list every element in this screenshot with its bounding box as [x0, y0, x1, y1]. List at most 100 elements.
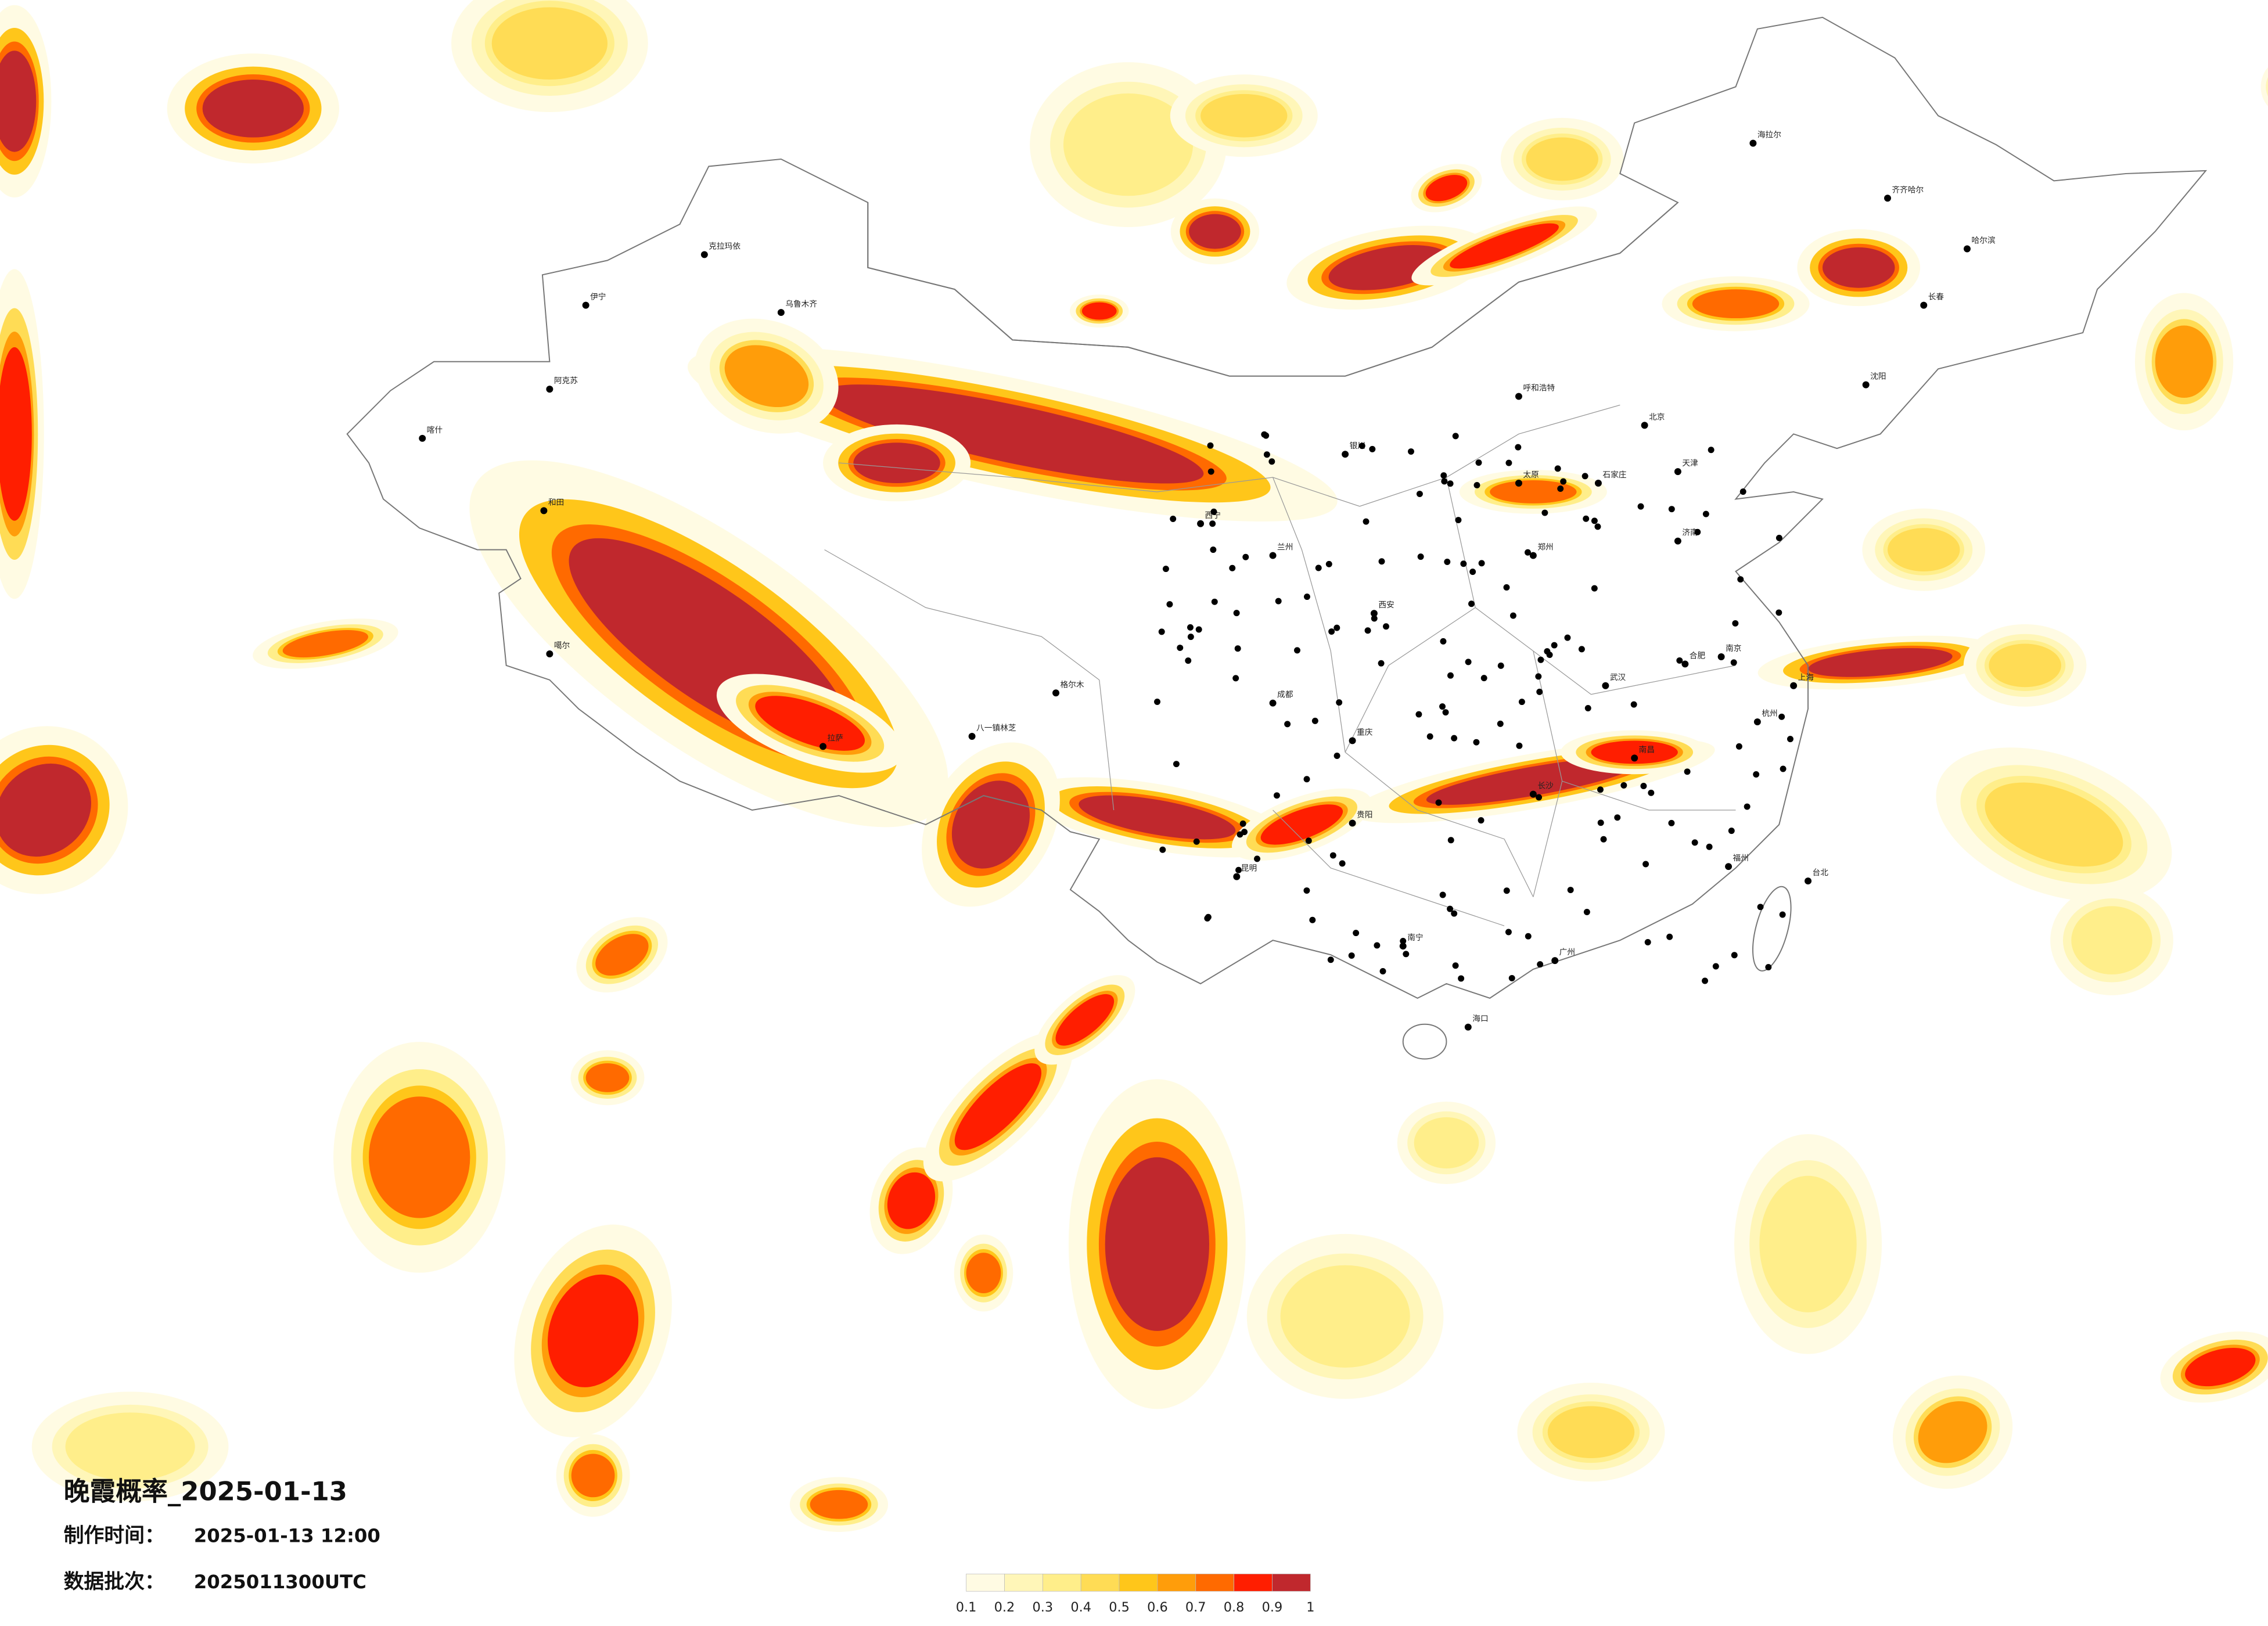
city-label: 济南: [1682, 528, 1698, 538]
station-dot: [1263, 451, 1270, 458]
station-dot: [1284, 721, 1291, 728]
station-dot: [1447, 837, 1454, 844]
legend-swatch: [1157, 1573, 1196, 1592]
station-dot: [1516, 742, 1523, 749]
probability-core: [1189, 214, 1241, 249]
probability-core: [887, 1172, 936, 1229]
station-dot: [1209, 520, 1216, 527]
station-dot: [1263, 432, 1270, 439]
station-dot: [1469, 569, 1476, 575]
station-dot: [1383, 623, 1389, 630]
station-dot: [1666, 933, 1673, 940]
city-dot: [1964, 245, 1971, 253]
station-dot: [1737, 576, 1744, 583]
station-dot: [1439, 703, 1446, 710]
city-dot: [546, 386, 553, 393]
station-dot: [1253, 855, 1260, 862]
city-dot: [1529, 552, 1537, 559]
city-label: 哈尔滨: [1971, 236, 1995, 246]
station-dot: [1452, 433, 1459, 440]
station-dot: [1706, 843, 1713, 850]
station-dot: [1210, 546, 1217, 553]
probability-core: [724, 345, 809, 408]
station-dot: [1334, 624, 1340, 631]
mongolia-border: [867, 202, 1678, 377]
station-dot: [1239, 820, 1246, 827]
city-label: 昆明: [1241, 864, 1257, 873]
station-dot: [1708, 447, 1715, 454]
legend-swatch: [1004, 1573, 1043, 1592]
legend-tick-label: 0.8: [1224, 1600, 1245, 1615]
legend-tick-label: 0.9: [1262, 1600, 1283, 1615]
probability-core: [1808, 648, 1953, 677]
made-label: 制作时间：: [64, 1524, 165, 1548]
city-dot: [1631, 754, 1638, 762]
station-dot: [1567, 887, 1574, 894]
city-dot: [1674, 537, 1681, 545]
city-dot: [1399, 942, 1407, 950]
probability-core: [1201, 93, 1288, 138]
station-dot: [1578, 646, 1585, 653]
city-dot: [582, 301, 590, 309]
station-dot: [1780, 765, 1787, 772]
station-dot: [1329, 852, 1336, 859]
station-dot: [1451, 910, 1458, 917]
station-dot: [1648, 789, 1655, 796]
probability-core: [821, 384, 1204, 484]
city-label: 西安: [1378, 600, 1394, 610]
probability-core: [0, 763, 91, 857]
station-dot: [1275, 598, 1282, 605]
station-dot: [1166, 601, 1173, 608]
station-dot: [1211, 598, 1218, 605]
city-dot: [1052, 689, 1059, 697]
station-dot: [1268, 458, 1275, 465]
station-dot: [1400, 938, 1407, 945]
probability-core: [202, 80, 304, 138]
city-dot: [1717, 653, 1725, 660]
station-dot: [1417, 553, 1424, 560]
station-dot: [1541, 509, 1548, 516]
station-dot: [1591, 585, 1598, 592]
station-dot: [1515, 444, 1522, 451]
station-dot: [1241, 829, 1248, 836]
probability-core: [1918, 1401, 1987, 1463]
city-dot: [1790, 682, 1798, 689]
city-label: 拉萨: [828, 733, 843, 743]
station-dot: [1435, 799, 1442, 806]
station-dot: [1702, 977, 1709, 984]
probability-core: [1425, 175, 1468, 202]
station-dot: [1497, 720, 1504, 727]
legend-tick-label: 0.1: [956, 1600, 977, 1615]
station-dot: [1509, 612, 1516, 619]
station-dot: [1339, 860, 1346, 867]
city-dot: [1602, 682, 1609, 689]
legend-swatch: [1042, 1573, 1081, 1592]
probability-core: [1764, 1186, 1852, 1302]
station-dot: [1582, 473, 1588, 480]
city-label: 太原: [1523, 470, 1539, 480]
station-dot: [1458, 975, 1465, 982]
province-lines: [824, 404, 1736, 926]
station-dot: [1564, 634, 1571, 641]
hainan-outline: [1402, 1023, 1447, 1060]
city-label: 兰州: [1277, 543, 1293, 552]
probability-core: [491, 7, 608, 80]
city-dot: [1749, 139, 1757, 147]
station-dot: [1415, 711, 1422, 718]
probability-core: [595, 934, 649, 976]
city-label: 八一镇林芝: [976, 724, 1016, 733]
station-dot: [1358, 443, 1365, 449]
city-label: 喀什: [427, 426, 443, 435]
station-dot: [1158, 628, 1165, 635]
city-dot: [1862, 381, 1870, 388]
station-dot: [1524, 549, 1531, 556]
station-dot: [1787, 736, 1793, 743]
probability-core: [1105, 1157, 1210, 1331]
city-label: 阿克苏: [554, 376, 578, 386]
city-label: 北京: [1649, 412, 1665, 422]
station-dot: [1452, 962, 1459, 969]
station-dot: [1154, 699, 1160, 705]
station-dot: [1744, 803, 1751, 810]
station-dot: [1447, 672, 1454, 679]
legend-swatch: [1234, 1573, 1273, 1592]
